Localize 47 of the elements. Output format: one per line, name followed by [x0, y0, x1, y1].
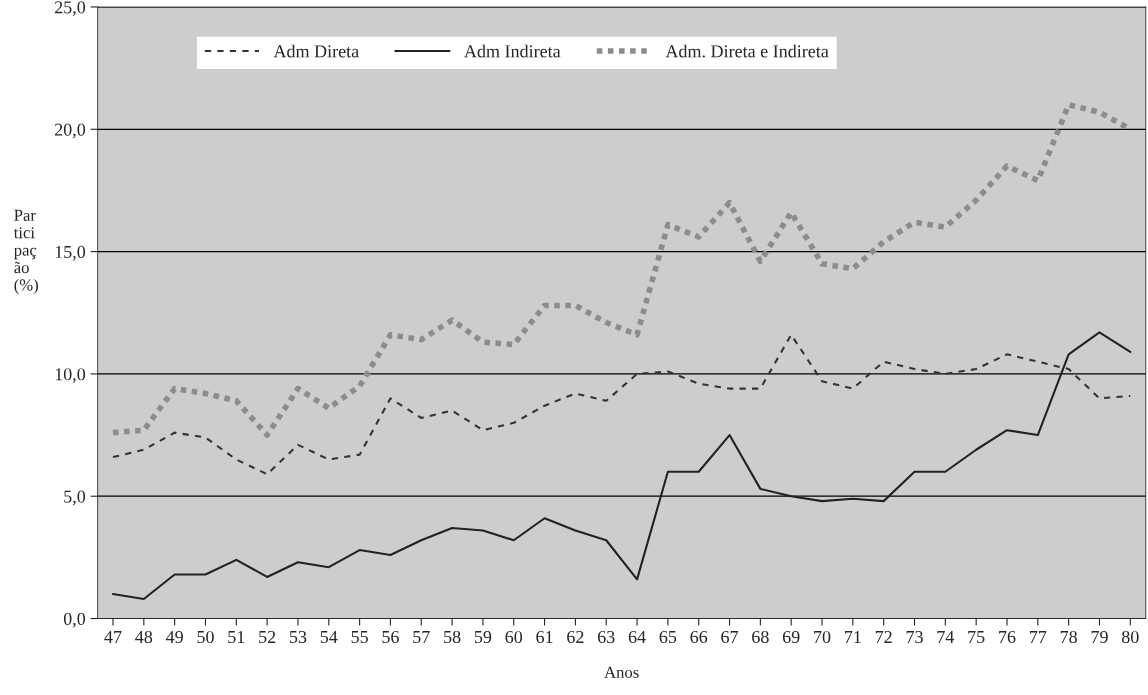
x-tick-label: 75 — [968, 631, 985, 644]
line-series — [111, 331, 1132, 601]
x-tick-label: 68 — [752, 630, 769, 644]
y-tick-label: 25,0 — [54, 1, 86, 16]
y-tick-label: 15,0 — [55, 245, 86, 261]
y-axis-title: Par tici paç ão (%) — [13, 209, 38, 294]
x-tick-label: 57 — [413, 631, 430, 644]
x-tick-label: 64 — [628, 630, 646, 644]
x-tick-label: 76 — [999, 630, 1016, 644]
x-tick-label: 58 — [444, 630, 461, 644]
x-tick-label: 69 — [782, 630, 800, 644]
x-tick-label: 56 — [382, 630, 399, 644]
y-tick-label: 5,0 — [64, 490, 86, 506]
y-tick-label: 0,0 — [63, 612, 86, 628]
x-tick-label: 50 — [197, 630, 214, 644]
legend-label: Adm. Direta e Indireta — [665, 44, 829, 58]
legend-label: Adm Indireta — [464, 44, 561, 58]
x-tick-label: 78 — [1060, 630, 1077, 644]
x-tick-label: 60 — [505, 630, 523, 644]
x-tick-label: 65 — [659, 630, 677, 644]
x-tick-label: 47 — [104, 631, 122, 643]
x-tick-label: 67 — [721, 630, 739, 644]
x-tick-label: 73 — [906, 630, 923, 644]
x-tick-label: 71 — [845, 630, 861, 643]
x-tick-label: 54 — [320, 631, 338, 644]
x-tick-label: 77 — [1029, 631, 1047, 643]
x-tick-label: 66 — [690, 630, 708, 644]
y-tick-label: 20,0 — [54, 123, 86, 139]
x-tick-label: 80 — [1121, 630, 1139, 644]
x-tick-label: 51 — [228, 630, 245, 644]
line-series — [111, 333, 1132, 476]
x-tick-label: 74 — [937, 631, 955, 643]
x-tick-label: 62 — [567, 630, 584, 644]
legend-label: Adm Direta — [273, 44, 359, 58]
x-tick-label: 59 — [474, 630, 492, 644]
x-tick-label: 48 — [135, 630, 153, 644]
x-tick-label: 55 — [351, 631, 368, 644]
x-tick-label: 79 — [1091, 630, 1108, 644]
x-tick-label: 61 — [536, 630, 553, 644]
x-tick-label: 52 — [259, 630, 276, 644]
x-tick-label: 53 — [289, 630, 307, 644]
x-tick-label: 63 — [597, 630, 615, 644]
y-tick-label: 10,0 — [55, 368, 86, 383]
x-axis-title: Anos — [604, 666, 639, 678]
x-tick-label: 70 — [814, 630, 831, 644]
x-tick-label: 72 — [875, 630, 892, 643]
x-tick-label: 49 — [165, 630, 183, 644]
